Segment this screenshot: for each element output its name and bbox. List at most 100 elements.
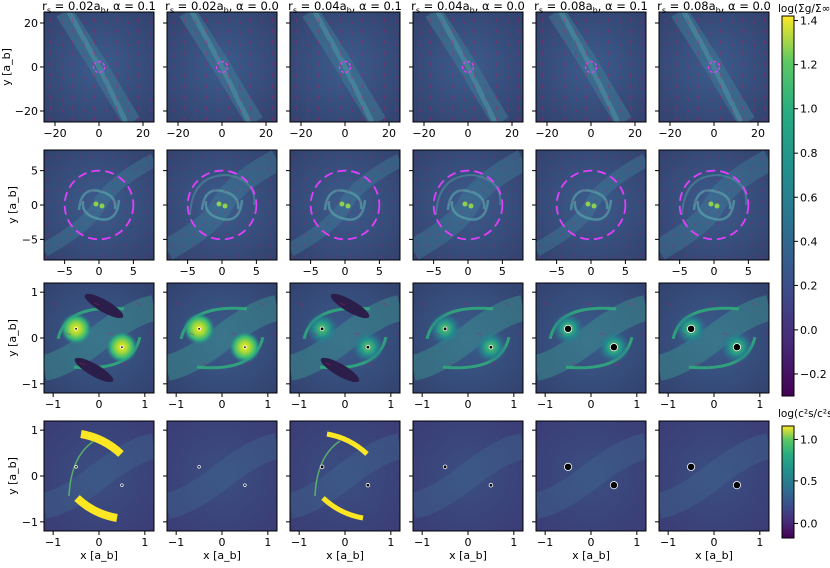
velocity-arrow xyxy=(168,210,174,215)
velocity-arrow xyxy=(291,210,297,215)
velocity-arrow xyxy=(585,302,592,306)
velocity-arrow xyxy=(267,177,273,182)
velocity-arrow xyxy=(693,177,699,182)
velocity-arrow xyxy=(629,39,632,47)
velocity-arrow xyxy=(256,177,262,182)
velocity-arrow xyxy=(708,302,715,306)
velocity-arrow xyxy=(763,17,766,25)
velocity-arrow xyxy=(100,199,106,204)
velocity-arrow xyxy=(194,105,197,113)
velocity-arrow xyxy=(302,155,308,160)
velocity-arrow xyxy=(447,199,453,204)
velocity-arrow xyxy=(675,28,678,36)
velocity-arrow xyxy=(271,72,274,80)
x-tick-label: 0 xyxy=(342,536,349,549)
velocity-arrow xyxy=(462,39,465,47)
velocity-arrow xyxy=(137,94,140,102)
velocity-arrow xyxy=(104,83,107,91)
velocity-arrow xyxy=(350,94,353,102)
velocity-arrow xyxy=(361,116,364,122)
velocity-arrow xyxy=(67,210,73,215)
wake-ridge xyxy=(189,12,252,122)
velocity-arrow xyxy=(100,210,106,215)
sink-particle xyxy=(120,345,124,349)
velocity-arrow xyxy=(704,232,710,237)
velocity-arrow xyxy=(234,221,240,226)
velocity-arrow xyxy=(552,17,555,25)
velocity-arrow xyxy=(473,72,476,80)
velocity-arrow xyxy=(148,105,151,113)
colorbar-label: log(c²s/c²s,∞) xyxy=(778,408,830,420)
velocity-arrow xyxy=(49,83,52,91)
velocity-arrow xyxy=(429,61,432,69)
velocity-arrow xyxy=(302,199,308,204)
sink-particle xyxy=(243,345,247,349)
velocity-arrow xyxy=(462,17,465,25)
velocity-arrow xyxy=(574,28,577,36)
velocity-arrow xyxy=(201,155,207,160)
velocity-arrow xyxy=(719,61,722,69)
velocity-arrow xyxy=(436,210,442,215)
x-tick-label: −20 xyxy=(658,127,681,140)
velocity-arrow xyxy=(223,199,229,204)
velocity-arrow xyxy=(172,61,175,69)
velocity-arrow xyxy=(675,17,678,25)
velocity-arrow xyxy=(559,199,565,204)
velocity-arrow xyxy=(625,188,631,193)
velocity-arrow xyxy=(451,28,454,36)
velocity-arrow xyxy=(271,17,274,25)
velocity-arrow xyxy=(763,105,766,113)
velocity-arrow xyxy=(65,332,72,336)
velocity-arrow xyxy=(730,94,733,102)
velocity-arrow xyxy=(458,155,464,160)
velocity-arrow xyxy=(172,105,175,113)
velocity-arrow xyxy=(759,199,765,204)
spiral-stream xyxy=(659,150,769,260)
velocity-arrow xyxy=(625,221,631,226)
velocity-arrow xyxy=(335,210,341,215)
velocity-arrow xyxy=(490,362,497,366)
velocity-arrow xyxy=(495,50,498,58)
velocity-arrow xyxy=(480,232,486,237)
velocity-arrow xyxy=(625,166,631,171)
velocity-arrow xyxy=(748,177,754,182)
velocity-arrow xyxy=(137,17,140,25)
velocity-arrow xyxy=(346,188,352,193)
velocity-arrow xyxy=(473,28,476,36)
velocity-arrow xyxy=(328,116,331,122)
velocity-arrow xyxy=(625,254,631,259)
velocity-arrow xyxy=(741,116,744,122)
velocity-arrow xyxy=(183,50,186,58)
velocity-arrow xyxy=(513,232,519,237)
x-tick-label: 1 xyxy=(633,398,640,411)
velocity-arrow xyxy=(194,116,197,122)
velocity-arrow xyxy=(368,210,374,215)
velocity-arrow xyxy=(462,94,465,102)
circumbinary-stream xyxy=(536,295,646,381)
velocity-arrow xyxy=(759,155,765,160)
velocity-arrow xyxy=(60,39,63,47)
velocity-arrow xyxy=(625,177,631,182)
velocity-arrow xyxy=(697,72,700,80)
velocity-arrow xyxy=(629,105,632,113)
velocity-arrow xyxy=(641,332,646,335)
velocity-arrow xyxy=(563,28,566,36)
velocity-arrow xyxy=(596,94,599,102)
velocity-arrow xyxy=(148,72,151,80)
y-axis-label: y [a_b] xyxy=(6,186,19,224)
velocity-arrow xyxy=(581,243,587,248)
velocity-arrow xyxy=(205,72,208,80)
velocity-arrow xyxy=(563,72,566,80)
velocity-arrow xyxy=(183,72,186,80)
velocity-arrow xyxy=(763,50,766,58)
binary-core xyxy=(339,201,345,207)
heatmap-panel-r2-c1 xyxy=(44,150,154,260)
velocity-arrow xyxy=(563,61,566,69)
velocity-arrow xyxy=(383,61,386,69)
velocity-arrow xyxy=(368,199,374,204)
velocity-arrow xyxy=(418,17,421,25)
y-tick-label: 1 xyxy=(31,424,38,437)
sink-particle xyxy=(564,324,573,333)
velocity-arrow xyxy=(168,221,174,226)
velocity-arrow xyxy=(67,199,73,204)
